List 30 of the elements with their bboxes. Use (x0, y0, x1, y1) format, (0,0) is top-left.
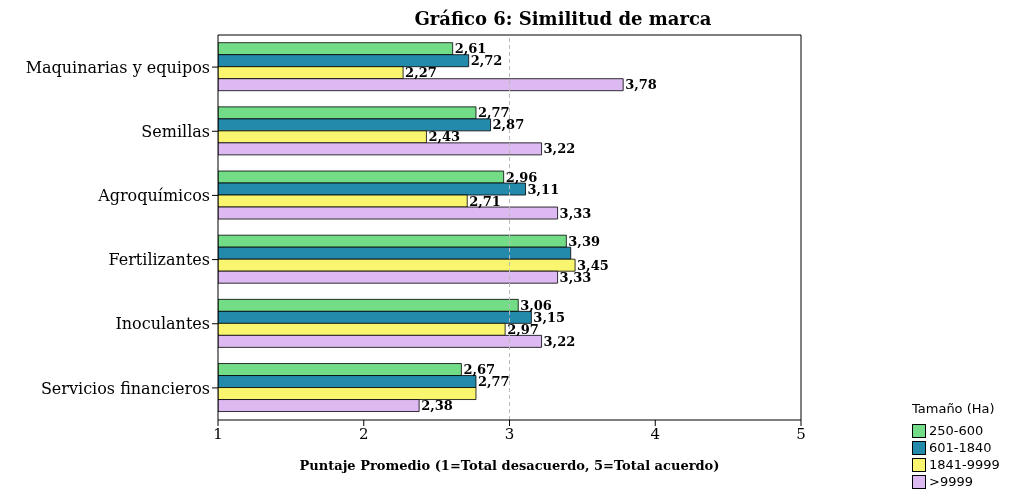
y-tick-label: Inoculantes (115, 314, 210, 334)
data-label: 2,38 (421, 398, 453, 414)
x-axis-title: Puntaje Promedio (1=Total desacuerdo, 5=Total acuerdo) (299, 458, 720, 473)
y-tick-label: Servicios financieros (40, 378, 210, 398)
legend-label: 601-1840 (929, 440, 992, 455)
data-label: 2,72 (470, 53, 503, 69)
data-label: 3,33 (559, 205, 592, 221)
data-label: 3,78 (625, 77, 657, 93)
x-tick-label: 1 (213, 424, 223, 443)
y-tick-label: Semillas (141, 121, 210, 141)
y-tick-label: Fertilizantes (108, 250, 210, 270)
legend-title: Tamaño (Ha) (912, 401, 996, 416)
data-label: 2,77 (477, 374, 510, 390)
data-label: 3,22 (543, 333, 576, 349)
data-label: 2,87 (492, 117, 525, 133)
legend-label: >9999 (929, 474, 973, 489)
legend-label: 1841-9999 (929, 457, 1000, 472)
data-label: 2,71 (469, 193, 501, 209)
y-tick-label: Agroquímicos (97, 186, 210, 206)
data-label: 2,43 (428, 129, 461, 145)
x-tick-label: 2 (358, 424, 369, 443)
x-tick-label: 3 (504, 424, 515, 443)
x-tick-label: 5 (796, 424, 806, 443)
chart-title: Gráfico 6: Similitud de marca (413, 8, 713, 29)
legend-label: 250-600 (929, 423, 984, 438)
y-tick-label: Maquinarias y equipos (25, 57, 210, 77)
data-label: 3,22 (543, 141, 576, 157)
x-tick-label: 4 (650, 424, 661, 443)
data-label: 2,27 (405, 65, 437, 81)
data-label: 3,39 (568, 233, 601, 249)
